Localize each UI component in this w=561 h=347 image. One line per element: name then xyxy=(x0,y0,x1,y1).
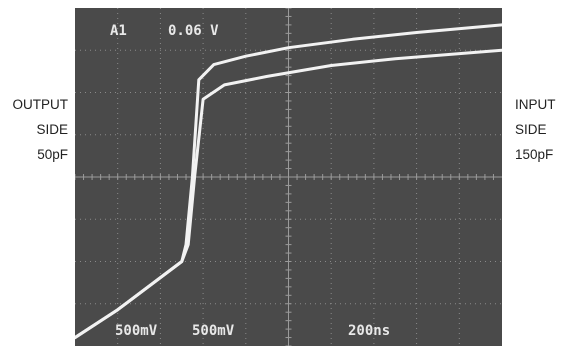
waveform-trace-2 xyxy=(75,48,502,340)
time-scale-readout: 200ns xyxy=(348,323,390,339)
channel-label: A1 xyxy=(110,23,127,39)
input-side-line2: SIDE xyxy=(515,122,547,137)
graticule xyxy=(75,8,502,346)
input-side-line3: 150pF xyxy=(515,147,554,162)
output-side-line3: 50pF xyxy=(37,147,68,162)
ch1-scale-readout: 500mV xyxy=(115,323,158,339)
ch2-scale-readout: 500mV xyxy=(192,323,235,339)
trigger-level-readout: 0.06 V xyxy=(168,23,219,39)
output-side-line2: SIDE xyxy=(36,122,68,137)
output-side-label: OUTPUT SIDE 50pF xyxy=(8,92,69,167)
oscilloscope-plot: A1 0.06 V 500mV 500mV 200ns xyxy=(75,8,502,346)
waveform-traces xyxy=(75,23,502,340)
input-side-label: INPUT SIDE 150pF xyxy=(515,92,561,167)
oscilloscope-screen: A1 0.06 V 500mV 500mV 200ns xyxy=(75,8,502,346)
input-side-line1: INPUT xyxy=(515,97,556,112)
output-side-line1: OUTPUT xyxy=(12,97,69,112)
